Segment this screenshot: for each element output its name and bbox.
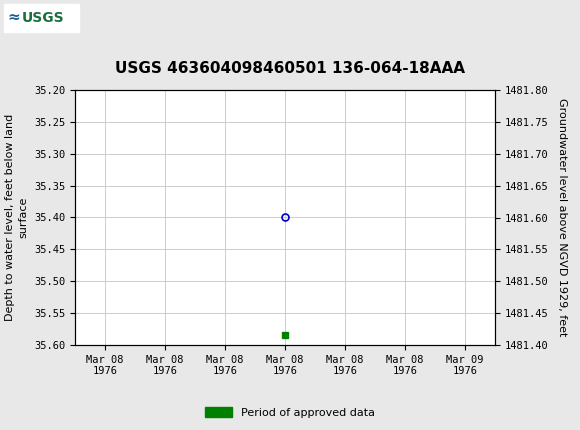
Bar xyxy=(4,3,79,31)
Y-axis label: Depth to water level, feet below land
surface: Depth to water level, feet below land su… xyxy=(5,114,28,321)
Legend: Period of approved data: Period of approved data xyxy=(200,403,380,422)
Text: ≈: ≈ xyxy=(7,10,20,25)
Text: USGS: USGS xyxy=(22,10,64,25)
Text: USGS 463604098460501 136-064-18AAA: USGS 463604098460501 136-064-18AAA xyxy=(115,61,465,76)
Y-axis label: Groundwater level above NGVD 1929, feet: Groundwater level above NGVD 1929, feet xyxy=(557,98,567,337)
